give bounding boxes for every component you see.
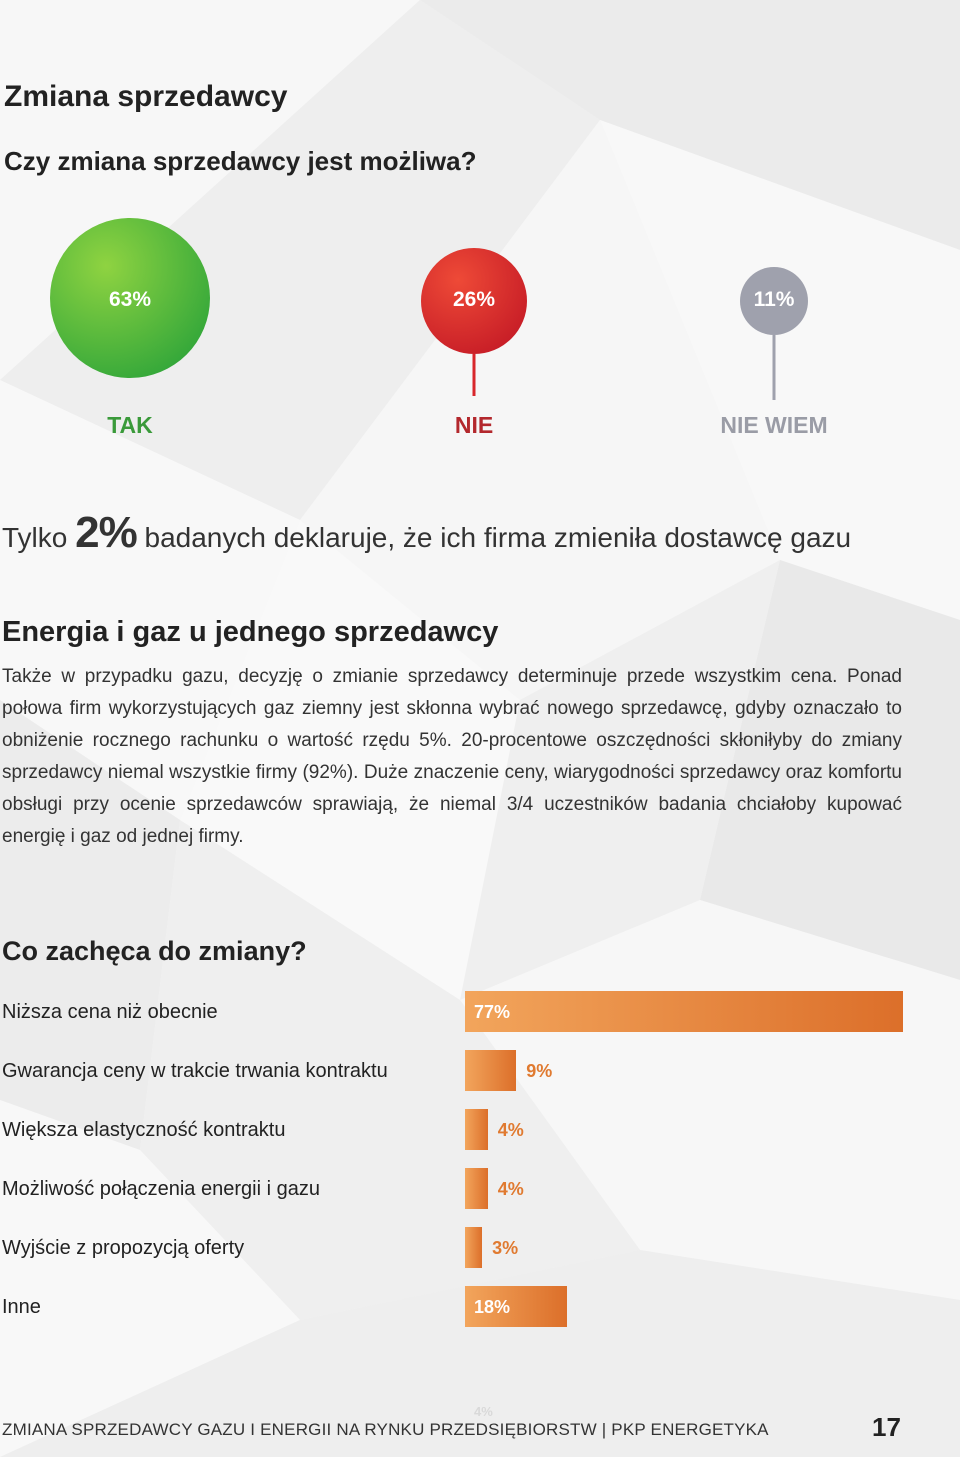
page-number: 17 bbox=[872, 1412, 901, 1442]
tak-circle bbox=[50, 218, 210, 378]
footer-ghost-value: 4% bbox=[474, 1404, 493, 1419]
nie-percent: 26% bbox=[452, 288, 496, 311]
bar-mark bbox=[465, 1168, 488, 1209]
bar-category-label: Możliwość połączenia energii i gazu bbox=[2, 1178, 320, 1200]
section-body: Także w przypadku gazu, decyzję o zmiani… bbox=[2, 666, 902, 847]
stat-line: Tylko 2% badanych deklaruje, że ich firm… bbox=[2, 508, 851, 558]
bar-category-label: Niższa cena niż obecnie bbox=[2, 1001, 218, 1023]
nie-wiem-label: NIE WIEM bbox=[720, 412, 828, 438]
bar-value-label: 4% bbox=[497, 1179, 524, 1199]
bar-mark bbox=[465, 1050, 517, 1091]
nie-wiem-percent: 11% bbox=[753, 288, 795, 311]
nie-circle bbox=[421, 248, 527, 396]
bar-value-label: 4% bbox=[497, 1120, 524, 1140]
stat-value: 2% bbox=[75, 508, 138, 557]
footer-text: ZMIANA SPRZEDAWCY GAZU I ENERGII NA RYNK… bbox=[2, 1420, 769, 1439]
stat-suffix: badanych deklaruje, że ich firma zmienił… bbox=[144, 522, 852, 553]
stat-prefix: Tylko bbox=[2, 522, 68, 553]
section-title-energia-gaz: Energia i gaz u jednego sprzedawcy bbox=[2, 616, 499, 648]
question-heading: Czy zmiana sprzedawcy jest możliwa? bbox=[4, 146, 477, 176]
bar-category-label: Większa elastyczność kontraktu bbox=[2, 1119, 286, 1141]
bar-mark bbox=[465, 1109, 488, 1150]
bar-category-label: Gwarancja ceny w trakcie trwania kontrak… bbox=[2, 1060, 388, 1082]
page-heading: Zmiana sprzedawcy bbox=[4, 80, 288, 113]
section-title-co-zacheca: Co zachęca do zmiany? bbox=[2, 936, 307, 966]
nie-wiem-circle bbox=[740, 267, 808, 400]
bar-value-label: 9% bbox=[526, 1061, 553, 1081]
bar-value-label: 18% bbox=[474, 1297, 511, 1317]
bar-mark bbox=[465, 1286, 568, 1327]
nie-label: NIE bbox=[454, 412, 494, 438]
bar-category-label: Wyjście z propozycją oferty bbox=[2, 1237, 245, 1259]
bar-value-label: 77% bbox=[474, 1002, 511, 1022]
bar-mark bbox=[465, 1227, 483, 1268]
bar-category-label: Inne bbox=[2, 1296, 41, 1318]
bar-value-label: 3% bbox=[492, 1238, 519, 1258]
bar-mark bbox=[465, 991, 903, 1032]
tak-percent: 63% bbox=[108, 288, 152, 311]
tak-label: TAK bbox=[107, 412, 153, 438]
